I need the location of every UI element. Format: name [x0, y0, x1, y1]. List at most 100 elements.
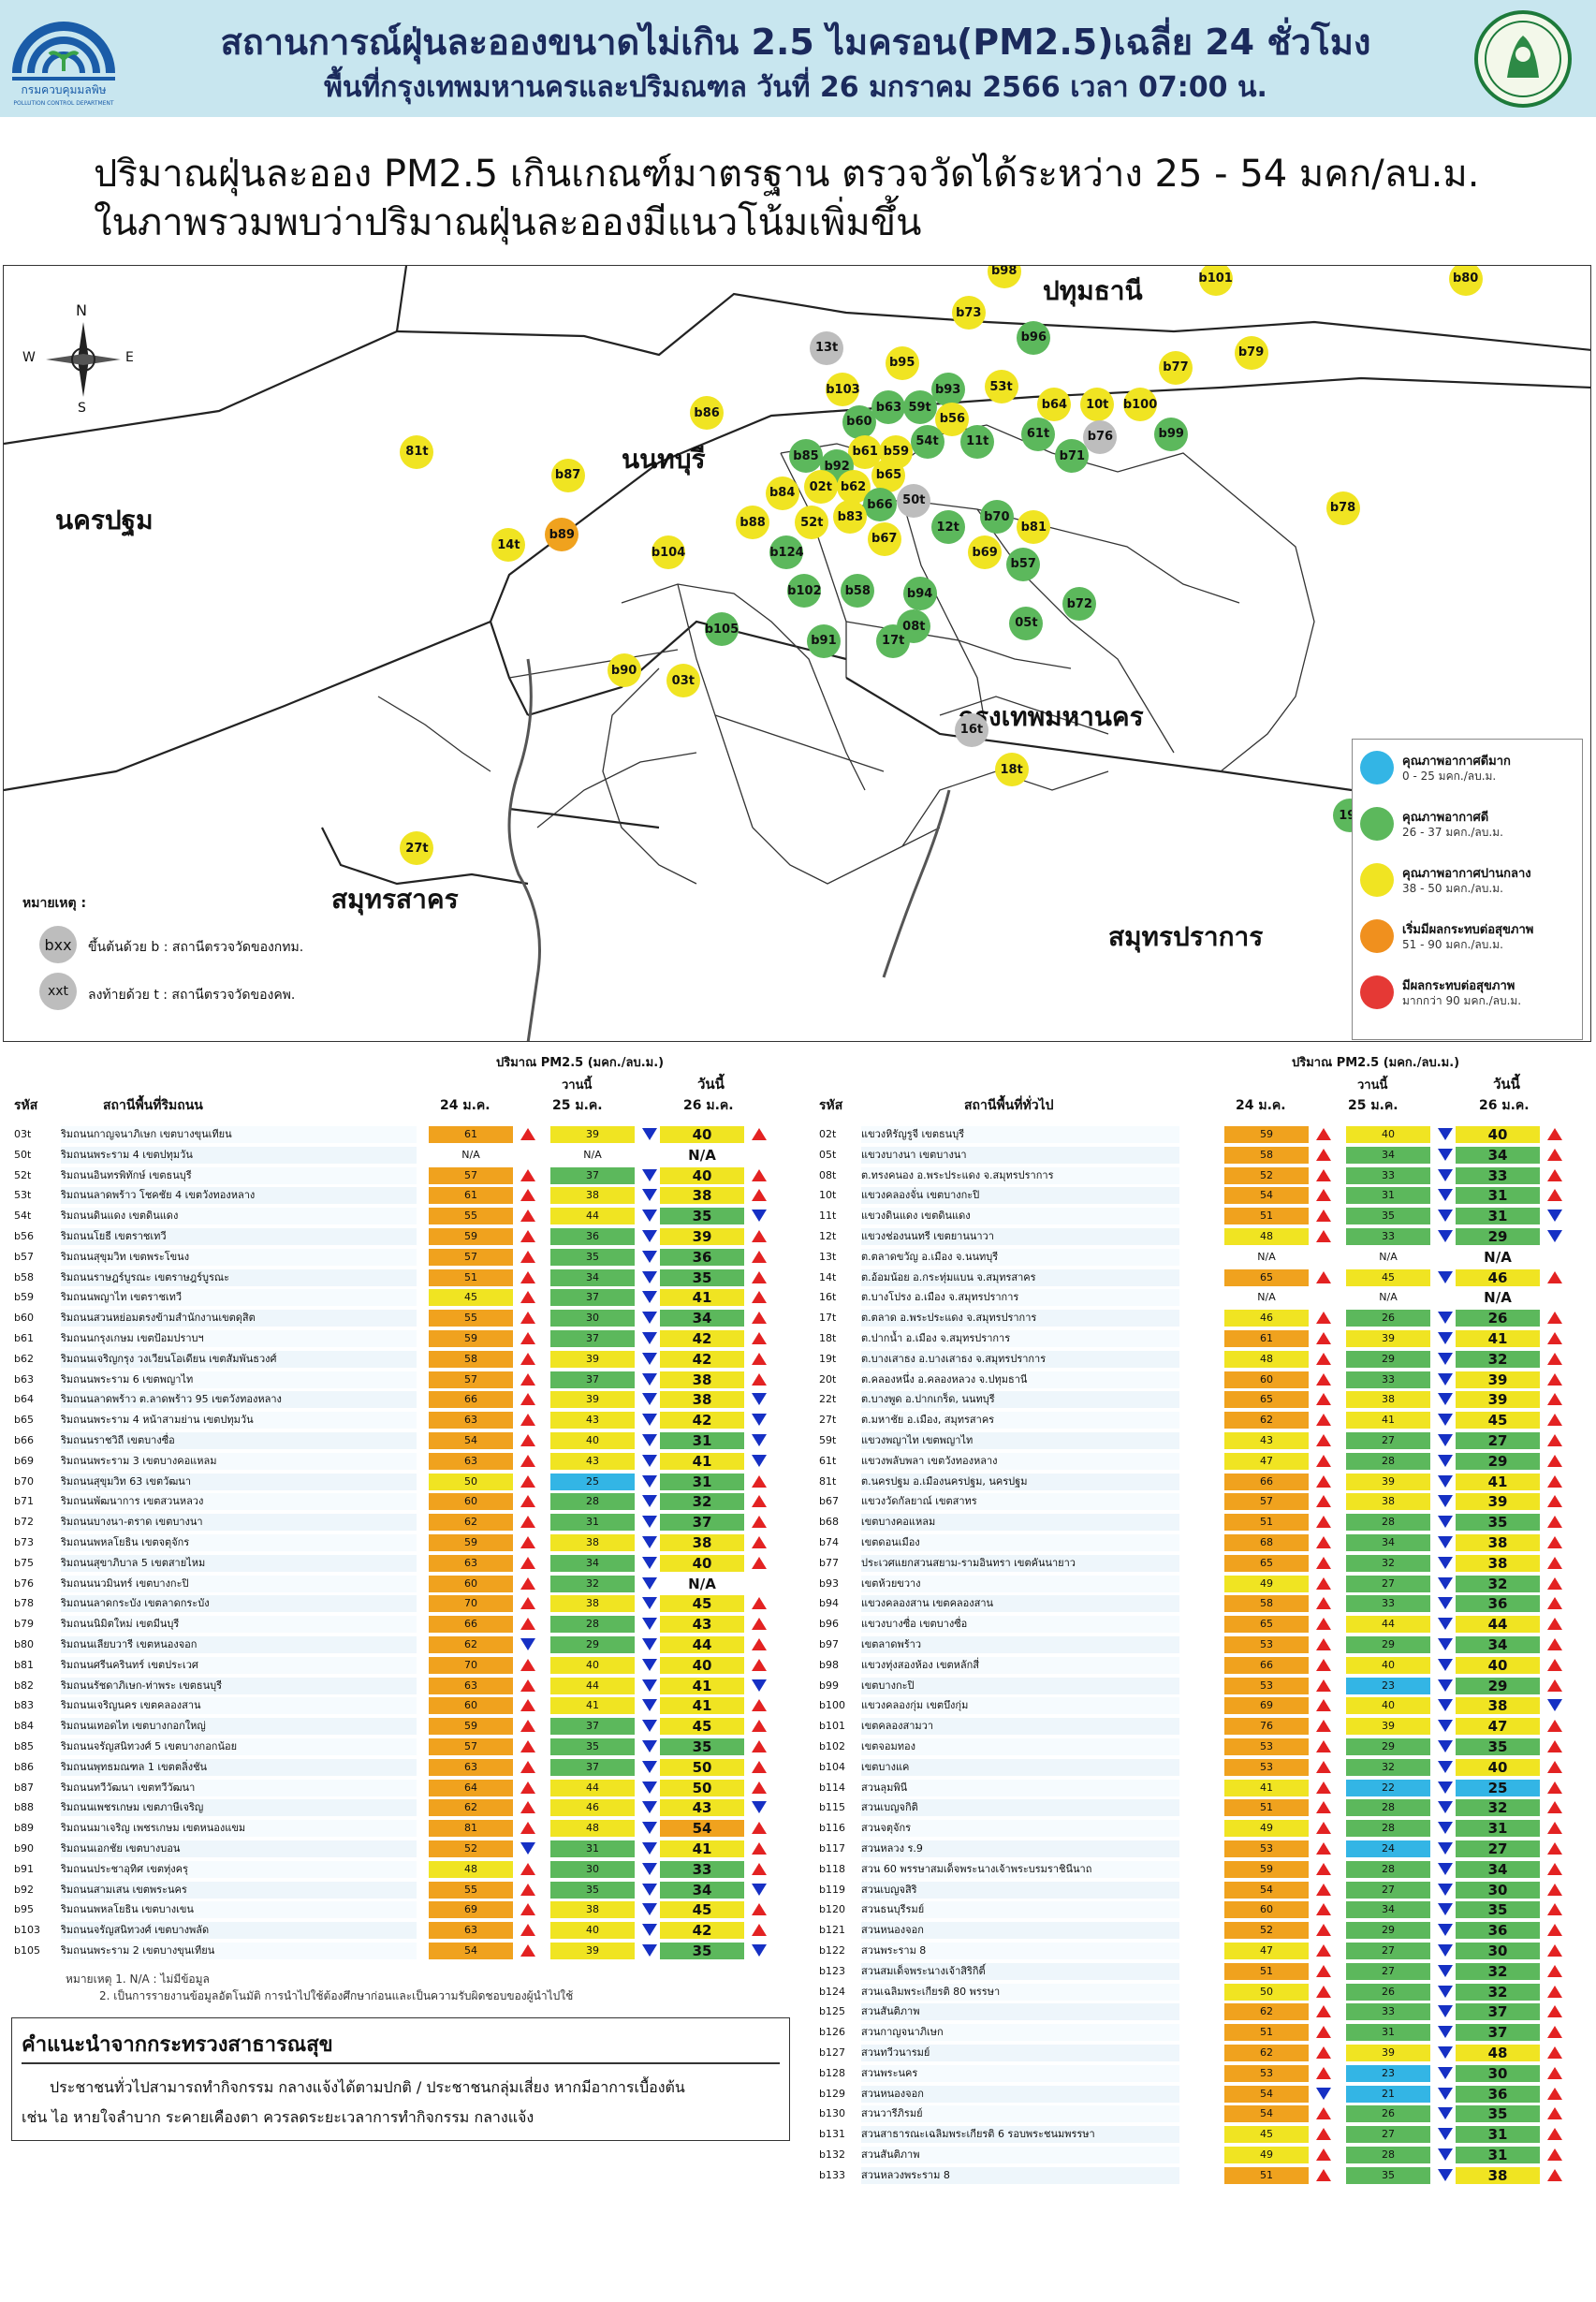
- pm25-value: 28: [1346, 1452, 1430, 1470]
- trend-down-icon: [642, 1352, 657, 1365]
- trend-down-icon: [1438, 1434, 1453, 1446]
- trend-up-icon: [752, 1291, 767, 1304]
- table-row: 54t ริมถนนดินแดง เขตดินแดง 55 44 35: [9, 1207, 777, 1227]
- pm25-value: 28: [1346, 1514, 1430, 1532]
- station-name: เขตบางแค: [861, 1758, 1179, 1776]
- pm25-value: 40: [1456, 1656, 1540, 1674]
- trend-up-icon: [752, 1128, 767, 1140]
- pm25-value: 29: [550, 1636, 635, 1653]
- station-name: ริมถนนสุขุมวิท 63 เขตวัฒนา: [61, 1473, 417, 1490]
- pm25-value: 46: [1456, 1268, 1540, 1286]
- pm25-value: N/A: [1456, 1248, 1540, 1266]
- table-row: b91 ริมถนนประชาอุทิศ เขตทุ่งครุ 48 30 33: [9, 1860, 777, 1881]
- pm25-value: 69: [1224, 1697, 1309, 1715]
- station-name: เขตคลองสามวา: [861, 1718, 1179, 1736]
- station-name: ริมถนนพญาไท เขตราชเทวี: [61, 1289, 417, 1307]
- station-code: 27t: [819, 1414, 837, 1427]
- pm25-value: 36: [1456, 1922, 1540, 1940]
- pm25-value: 50: [660, 1758, 744, 1776]
- station-code: b68: [819, 1516, 839, 1529]
- col-yesterday: วานนี้: [1357, 1078, 1388, 1092]
- logo-subtext: POLLUTION CONTROL DEPARTMENT: [13, 100, 113, 107]
- pm25-value: 58: [1224, 1595, 1309, 1613]
- station-name: ริมถนนสุขุมวิท เขตพระโขนง: [61, 1248, 417, 1266]
- station-code: b99: [819, 1679, 839, 1692]
- summary-text: ปริมาณฝุ่นละออง PM2.5 เกินเกณฑ์มาตรฐาน ต…: [94, 150, 1516, 247]
- table-row: 08t ต.ทรงคนอง อ.พระประแดง จ.สมุทรปราการ 52…: [814, 1166, 1591, 1187]
- station-code: b128: [819, 2066, 845, 2079]
- unit-label: ปริมาณ PM2.5 (มคก./ลบ.ม.): [1292, 1056, 1460, 1070]
- pm25-value: 54: [1224, 2105, 1309, 2123]
- advice-title: คำแนะนำจากกระทรวงสาธารณสุข: [22, 2033, 333, 2057]
- table-row: b89 ริมถนนมาเจริญ เพชรเกษม เขตหนองแขม 81 48…: [9, 1819, 777, 1840]
- trend-up-icon: [752, 1230, 767, 1242]
- compass-w: W: [22, 350, 36, 365]
- trend-up-icon: [520, 1189, 535, 1202]
- legend-range: 38 - 50 มคก./ลบ.ม.: [1402, 882, 1503, 895]
- station-marker-b94: b94: [902, 577, 937, 611]
- trend-up-icon: [1547, 2148, 1562, 2161]
- table-row: b126 สวนกาญจนาภิเษก 51 31 37: [814, 2023, 1591, 2044]
- station-name: ริมถนนรัชดาภิเษก-ท่าพระ เขตธนบุรี: [61, 1677, 417, 1694]
- pm25-value: N/A: [1224, 1248, 1309, 1266]
- table-row: b67 แขวงวัดกัลยาณ์ เขตสาทร 57 38 39: [814, 1492, 1591, 1513]
- pm25-value: 39: [550, 1391, 635, 1409]
- trend-up-icon: [1547, 1393, 1562, 1406]
- table-row: 50t ริมถนนพระราม 4 เขตปทุมวัน N/A N/A N/A: [9, 1146, 777, 1166]
- pm25-value: 29: [1346, 1922, 1430, 1940]
- trend-up-icon: [1547, 1822, 1562, 1835]
- legend-item: เริ่มมีผลกระทบต่อสุขภาพ 51 - 90 มคก./ลบ.ม…: [1360, 917, 1575, 964]
- trend-up-icon: [1316, 2005, 1331, 2018]
- station-code: b85: [14, 1740, 34, 1752]
- station-code: 17t: [819, 1312, 837, 1325]
- pm25-value: 28: [550, 1493, 635, 1511]
- table-row: b124 สวนเฉลิมพระเกียรติ 80 พรรษา 50 26 32: [814, 1983, 1591, 2003]
- station-code: b133: [819, 2168, 845, 2181]
- pm25-value: 43: [550, 1412, 635, 1430]
- pm25-value: 41: [1456, 1330, 1540, 1347]
- station-code: b127: [819, 2046, 845, 2059]
- station-name: ริมถนนสุขาภิบาล 5 เขตสายไหม: [61, 1554, 417, 1572]
- trend-up-icon: [752, 1760, 767, 1773]
- trend-down-icon: [752, 1883, 767, 1896]
- trend-down-icon: [1547, 1210, 1562, 1223]
- pm25-value: 33: [1346, 1595, 1430, 1613]
- pm25-value: 42: [660, 1922, 744, 1940]
- station-name: เขตบางคอแหลม: [861, 1514, 1179, 1532]
- trend-down-icon: [642, 1944, 657, 1957]
- trend-down-icon: [1438, 1189, 1453, 1202]
- trend-up-icon: [1547, 1985, 1562, 1998]
- pm25-value: 41: [660, 1840, 744, 1857]
- trend-down-icon: [642, 1883, 657, 1896]
- pm25-value: 40: [1346, 1126, 1430, 1143]
- pm25-value: 31: [1346, 1187, 1430, 1205]
- station-name: แขวงดินแดง เขตดินแดง: [861, 1208, 1179, 1225]
- trend-down-icon: [1438, 2087, 1453, 2100]
- station-marker-b80: b80: [1448, 266, 1483, 296]
- pm25-value: N/A: [660, 1575, 744, 1592]
- trend-down-icon: [642, 1414, 657, 1427]
- footnote-line-2: 2. เป็นการรายงานข้อมูลอัตโนมัติ การนำไปใ…: [99, 1989, 574, 2002]
- pm25-value: 35: [1456, 1901, 1540, 1919]
- trend-up-icon: [520, 1332, 535, 1344]
- station-code: b79: [14, 1618, 34, 1631]
- province-label: กรุงเทพมหานคร: [959, 701, 1144, 732]
- station-code: b98: [819, 1658, 839, 1671]
- pm25-value: 45: [660, 1595, 744, 1613]
- table-row: b63 ริมถนนพระราม 6 เขตพญาไท 57 37 38: [9, 1371, 777, 1391]
- pm25-value: 48: [550, 1820, 635, 1838]
- pm25-value: 38: [1456, 1697, 1540, 1715]
- station-name: ริมถนนลาดกระบัง เขตลาดกระบัง: [61, 1595, 417, 1613]
- pm25-value: 23: [1346, 2064, 1430, 2082]
- station-code: b75: [14, 1556, 34, 1569]
- trend-down-icon: [642, 1454, 657, 1467]
- trend-up-icon: [752, 1189, 767, 1202]
- pm25-value: 31: [550, 1840, 635, 1857]
- trend-down-icon: [642, 1189, 657, 1202]
- col-day2: 25 ม.ค.: [1348, 1098, 1398, 1113]
- pm25-value: 47: [1456, 1718, 1540, 1736]
- station-marker-b99: b99: [1154, 417, 1189, 451]
- trend-up-icon: [1316, 2148, 1331, 2161]
- pm25-value: 40: [1456, 1126, 1540, 1143]
- table-row: b103 ริมถนนจรัญสนิทวงศ์ เขตบางพลัด 63 40 42: [9, 1921, 777, 1942]
